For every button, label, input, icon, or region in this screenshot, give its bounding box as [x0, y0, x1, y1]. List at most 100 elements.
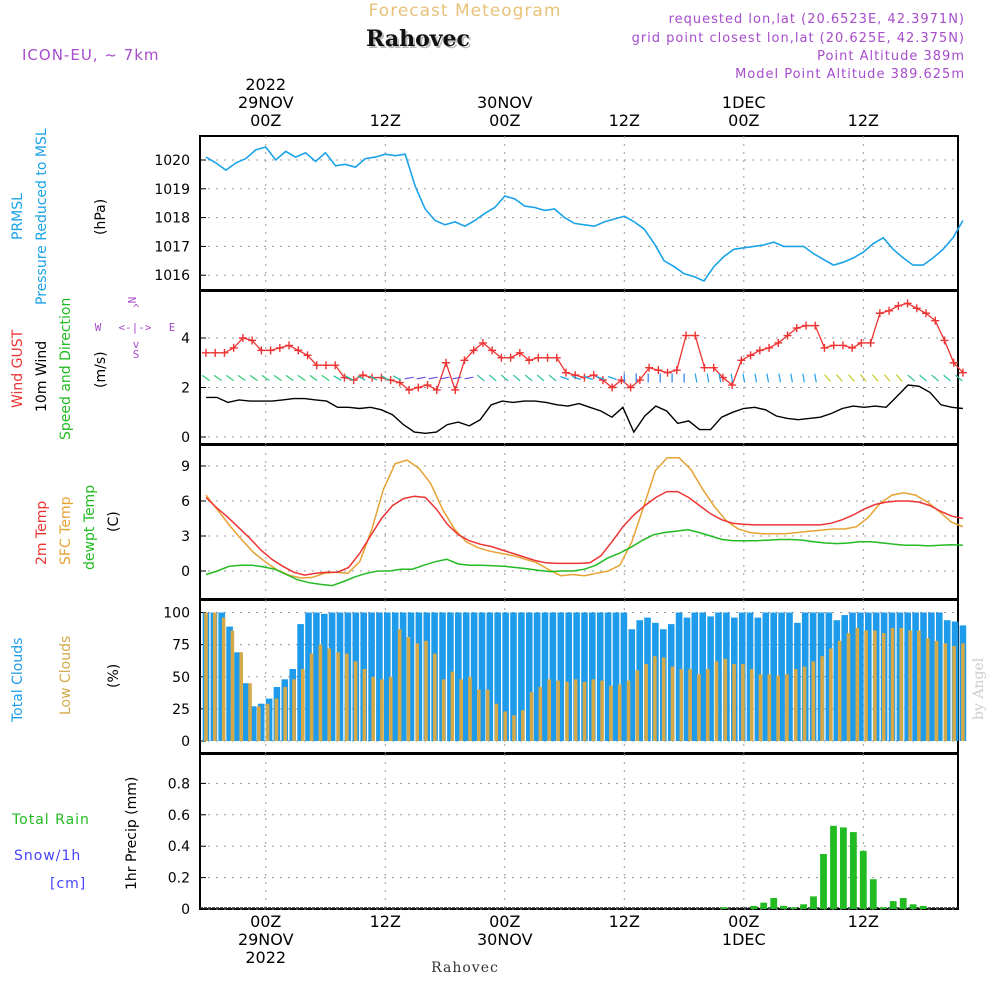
gust-marker — [940, 336, 949, 345]
celsius-unit-label: (C) — [106, 511, 122, 532]
gust-marker — [838, 341, 847, 350]
wind-direction-arrow — [452, 376, 462, 380]
total-clouds-bar — [336, 612, 344, 741]
total-clouds-bar — [462, 612, 470, 741]
total-clouds-bar — [596, 612, 604, 741]
low-clouds-bar — [802, 666, 807, 741]
total-clouds-bar — [604, 612, 612, 741]
gust-marker — [829, 341, 838, 350]
gust-marker — [792, 324, 801, 333]
prmsl-label: PRMSL — [10, 193, 26, 240]
wind-direction-arrow — [345, 375, 354, 381]
low-clouds-bar — [309, 653, 314, 741]
wind-direction-arrow — [333, 375, 342, 381]
total-clouds-bar — [541, 612, 549, 741]
wind-tick-label-2: 4 — [181, 331, 190, 347]
low-clouds-bar — [591, 679, 596, 741]
low-clouds-bar — [239, 652, 243, 741]
total-clouds-bar — [526, 612, 533, 741]
wind-direction-arrow — [237, 374, 246, 382]
gust-marker — [220, 348, 229, 357]
top-time-label-2-0: 30NOV — [477, 93, 533, 112]
low-clouds-bar — [441, 679, 446, 741]
total-clouds-bar — [439, 612, 446, 741]
low-clouds-bar — [635, 670, 640, 741]
rain-bar — [840, 827, 847, 909]
wind-direction-arrow — [309, 374, 318, 382]
gust-marker — [248, 336, 257, 345]
total-clouds-bar — [313, 612, 320, 741]
top-time-label-4-0: 1DEC — [722, 93, 766, 112]
low-clouds-bar — [582, 681, 587, 741]
total-clouds-bar — [557, 612, 565, 741]
precip-tick-label-0: 0 — [181, 902, 190, 918]
model-altitude: Model Point Altitude 389.625m — [735, 67, 965, 82]
gust-marker — [312, 361, 321, 370]
low-clouds-bar — [380, 679, 384, 741]
gust-marker — [765, 343, 774, 352]
wind-direction-arrow — [943, 374, 951, 382]
top-time-label-0-2: 00Z — [250, 111, 281, 130]
wind-direction-arrow — [249, 374, 258, 382]
total-clouds-bar — [234, 652, 241, 741]
pressure-panel: 1016 1017 1018 1019 1020 — [154, 135, 964, 291]
low-clouds-bar — [494, 703, 499, 741]
rain-bar — [919, 905, 927, 909]
total-clouds-bar — [376, 612, 383, 741]
location-shadow: Rahovec — [368, 28, 472, 54]
total-rain-label: Total Rain — [11, 812, 90, 828]
low-clouds-bar — [609, 685, 613, 741]
pressure-tick-label-3: 1019 — [154, 182, 190, 198]
temp-sfc-label: SFC Temp — [58, 496, 74, 565]
low-clouds-bar — [864, 630, 868, 741]
wind-direction-arrow — [871, 374, 879, 382]
low-clouds-bar — [503, 711, 507, 741]
bottom-time-label-0-2: 2022 — [245, 948, 286, 967]
low-clouds-bar — [741, 663, 745, 741]
temp-tick-label-0: 0 — [181, 564, 190, 580]
gust-marker — [331, 361, 340, 370]
gust-marker — [275, 343, 284, 352]
wind-direction-arrow — [536, 374, 545, 382]
low-clouds-bar — [248, 683, 252, 741]
wind-direction-arrow — [321, 374, 330, 382]
temp-2m-line — [205, 490, 964, 576]
low-clouds-bar — [397, 629, 402, 741]
wind-direction-arrow — [273, 374, 282, 382]
low-clouds-bar — [468, 676, 472, 742]
low-clouds-bar — [688, 669, 692, 741]
gust-marker — [294, 346, 303, 355]
gust-marker — [589, 371, 598, 380]
gust-marker — [663, 368, 672, 377]
temp-tick-label-2: 6 — [181, 494, 190, 510]
gust-marker — [285, 341, 294, 350]
gust-marker — [783, 331, 792, 340]
low-clouds-bar — [353, 661, 358, 741]
total-clouds-bar — [510, 612, 517, 741]
snow-unit-label: [cm] — [50, 876, 86, 892]
ms-unit-label: (m/s) — [93, 351, 109, 388]
low-clouds-bar — [697, 674, 701, 741]
wind-panel: 0 2 4 — [181, 290, 967, 446]
rain-bar — [780, 905, 788, 909]
wind-speed-dir-label: Speed and Direction — [58, 298, 74, 440]
total-clouds-bar — [384, 612, 391, 741]
total-clouds-bar — [218, 612, 225, 741]
wind-direction-arrow — [404, 376, 414, 380]
rain-bar — [750, 905, 758, 909]
gust-marker — [654, 366, 663, 375]
clouds-tick-label-4: 100 — [163, 606, 190, 622]
total-clouds-bar — [589, 612, 596, 741]
model-label: ICON-EU, ~ 7km — [22, 46, 160, 64]
total-clouds-bar — [620, 612, 628, 741]
low-clouds-bar — [626, 680, 631, 741]
low-clouds-bar — [371, 676, 375, 742]
gust-marker — [922, 309, 931, 318]
gust-marker — [515, 348, 524, 357]
gust-marker — [875, 309, 884, 318]
wind-direction-arrow — [919, 374, 927, 382]
wind-direction-arrow — [225, 374, 234, 382]
rain-bar — [889, 901, 897, 909]
gust-marker — [506, 353, 515, 362]
